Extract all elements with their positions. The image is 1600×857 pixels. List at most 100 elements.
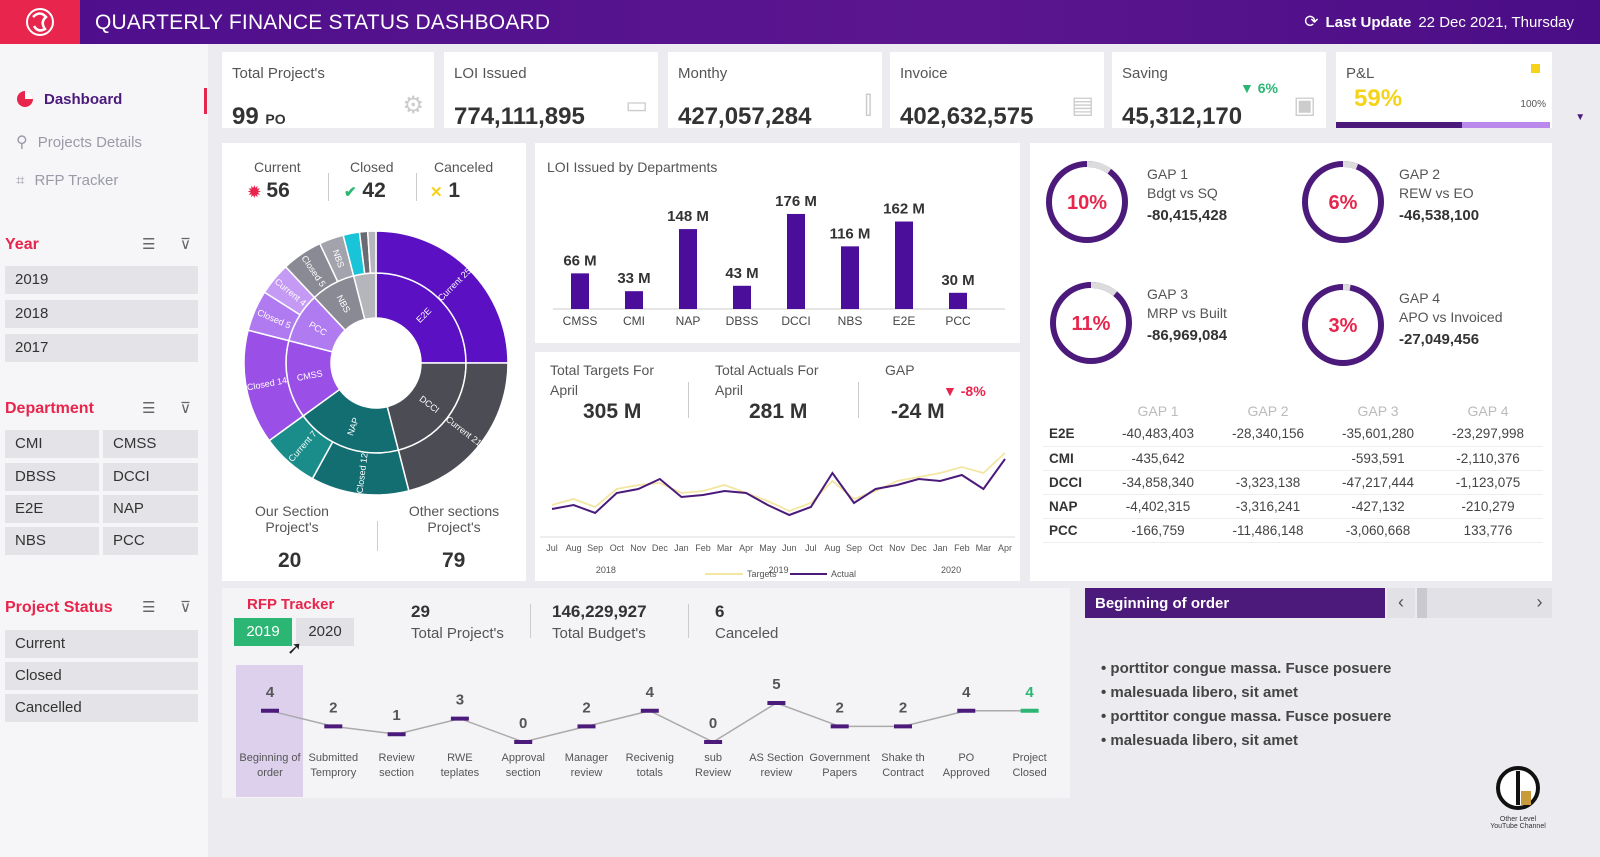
loi-bar-chart[interactable]: 66 M CMSS 33 M CMI 148 M NAP 43 M DBSS 176 M DCCI… xyxy=(535,179,1020,343)
bar-category-label: NAP xyxy=(676,314,701,328)
dept-option-dbss[interactable]: DBSS xyxy=(5,463,99,491)
mouse-cursor-icon: ➚ xyxy=(287,638,303,658)
bar xyxy=(679,229,697,309)
status-option-current[interactable]: Current xyxy=(5,630,198,658)
cross-icon: ✕ xyxy=(430,184,443,201)
dept-option-pcc[interactable]: PCC xyxy=(103,527,198,555)
actuals-label-2: April xyxy=(715,382,744,398)
divider xyxy=(530,604,531,638)
year-option-2019[interactable]: 2019 xyxy=(5,266,198,294)
table-cell: -2,110,376 xyxy=(1433,446,1543,471)
year-filter-header: Year ☰ ⊽ xyxy=(5,234,200,256)
rfp-value-label: 3 xyxy=(456,692,464,709)
gap3-desc: MRP vs Built xyxy=(1147,305,1227,321)
dept-option-nap[interactable]: NAP xyxy=(103,495,198,523)
app-logo[interactable] xyxy=(0,0,80,44)
table-cell: -40,483,403 xyxy=(1103,422,1213,447)
rfp-year-2020-button[interactable]: 2020 xyxy=(296,618,354,646)
table-cell: -23,297,998 xyxy=(1433,422,1543,447)
bar-category-label: NBS xyxy=(838,314,863,328)
gap1-desc: Bdgt vs SQ xyxy=(1147,185,1218,201)
next-arrow-icon[interactable]: › xyxy=(1527,588,1552,618)
table-cell: -427,132 xyxy=(1323,494,1433,519)
dept-option-e2e[interactable]: E2E xyxy=(5,495,99,523)
actual-line xyxy=(551,458,1006,517)
bar-data-label: 33 M xyxy=(617,270,650,287)
row-header: DCCI xyxy=(1043,470,1103,495)
bar-category-label: CMSS xyxy=(563,314,598,328)
refresh-icon[interactable]: ⟳ xyxy=(1304,12,1319,31)
nav-item-projects-details[interactable]: ⚲ Projects Details xyxy=(16,132,142,152)
divider xyxy=(416,173,417,201)
year-option-2017[interactable]: 2017 xyxy=(5,334,198,362)
table-header xyxy=(1043,400,1103,422)
table-cell: -34,858,340 xyxy=(1103,470,1213,495)
actuals-label: Total Actuals For April xyxy=(715,360,819,400)
projects-card: Current ✹ 56 Closed ✔ 42 Canceled ✕ 1 E2… xyxy=(222,143,526,581)
gear-icon: ✹ xyxy=(248,184,261,201)
rfp-tracker-chart[interactable]: 4 Beginning of order 2 Submitted Temprory 1 Rev… xyxy=(222,655,1070,798)
status-option-closed[interactable]: Closed xyxy=(5,662,198,690)
year-option-2018[interactable]: 2018 xyxy=(5,300,198,328)
status-filter-header: Project Status ☰ ⊽ xyxy=(5,597,200,619)
rfp-year-2019-button[interactable]: 2019 xyxy=(234,618,292,646)
scroll-track[interactable] xyxy=(1427,588,1527,618)
rfp-category-label: Manager review xyxy=(565,752,609,779)
nav-item-rfp-tracker[interactable]: ⌗ RFP Tracker xyxy=(16,172,118,189)
rfp-value-label: 4 xyxy=(962,684,971,701)
table-cell: -3,316,241 xyxy=(1213,494,1323,519)
x-tick-label: May xyxy=(759,543,777,553)
row-header: E2E xyxy=(1043,422,1103,447)
last-update-label: Last Update xyxy=(1325,13,1412,31)
bar-category-label: DCCI xyxy=(781,314,810,328)
bar-data-label: 30 M xyxy=(941,272,974,289)
gap-ring-segment xyxy=(1342,161,1359,170)
legend-targets-label: Targets xyxy=(747,569,777,579)
gap4-name: GAP 4 xyxy=(1399,290,1440,306)
multi-select-icon[interactable]: ☰ xyxy=(142,599,156,616)
x-tick-label: Mar xyxy=(976,543,992,553)
multi-select-icon[interactable]: ☰ xyxy=(142,400,156,417)
row-header: NAP xyxy=(1043,494,1103,519)
kpi-total-projects: Total Project's 99 PO ⚙ xyxy=(222,52,434,130)
rfp-category-label: Submitted Temprory xyxy=(309,752,359,779)
clear-filter-icon[interactable]: ⊽ xyxy=(180,400,191,417)
targets-line-chart[interactable]: Jul Aug Sep Oct Nov Dec Jan Feb Mar Apr May Jun Jul A… xyxy=(535,432,1020,581)
bar-data-label: 176 M xyxy=(775,193,817,210)
table-cell: -210,279 xyxy=(1433,494,1543,519)
previous-arrow-icon[interactable]: ‹ xyxy=(1387,588,1415,618)
dept-option-cmss[interactable]: CMSS xyxy=(103,430,198,458)
gap-ring-segment xyxy=(1086,161,1112,174)
bar-category-label: CMI xyxy=(623,314,645,328)
sunburst-inner-segment-label: CMSS xyxy=(296,368,323,383)
rfp-value-label: 0 xyxy=(709,715,717,732)
gap-change: ▼ -8% xyxy=(943,383,986,399)
other-section-value: 79 xyxy=(442,549,466,572)
x-tick-label: Nov xyxy=(630,543,647,553)
rfp-category-label: Government Papers xyxy=(809,752,870,779)
department-filter-header: Department ☰ ⊽ xyxy=(5,398,200,420)
dept-option-nbs[interactable]: NBS xyxy=(5,527,99,555)
divider xyxy=(328,173,329,201)
table-header: GAP 1 xyxy=(1137,403,1179,419)
last-update-value: 22 Dec 2021, Thursday xyxy=(1418,13,1574,31)
dept-option-dcci[interactable]: DCCI xyxy=(103,463,198,491)
targets-label-1: Total Targets For xyxy=(550,362,655,378)
clear-filter-icon[interactable]: ⊽ xyxy=(180,236,191,253)
clear-filter-icon[interactable]: ⊽ xyxy=(180,599,191,616)
status-option-cancelled[interactable]: Cancelled xyxy=(5,694,198,722)
targets-card: Total Targets For April 305 M Total Actua… xyxy=(535,352,1020,581)
canceled-label: Canceled xyxy=(434,159,494,175)
multi-select-icon[interactable]: ☰ xyxy=(142,236,156,253)
legend-square xyxy=(1531,64,1540,73)
nav-item-dashboard[interactable]: Dashboard xyxy=(16,90,122,108)
table-cell: -4,402,315 xyxy=(1103,494,1213,519)
x-tick-label: Mar xyxy=(717,543,733,553)
dept-option-cmi[interactable]: CMI xyxy=(5,430,99,458)
scroll-thumb[interactable] xyxy=(1417,588,1427,618)
bar xyxy=(625,291,643,309)
rfp-total-budget: 146,229,927 xyxy=(552,602,647,621)
table-cell xyxy=(1213,446,1323,471)
bar xyxy=(949,292,967,309)
